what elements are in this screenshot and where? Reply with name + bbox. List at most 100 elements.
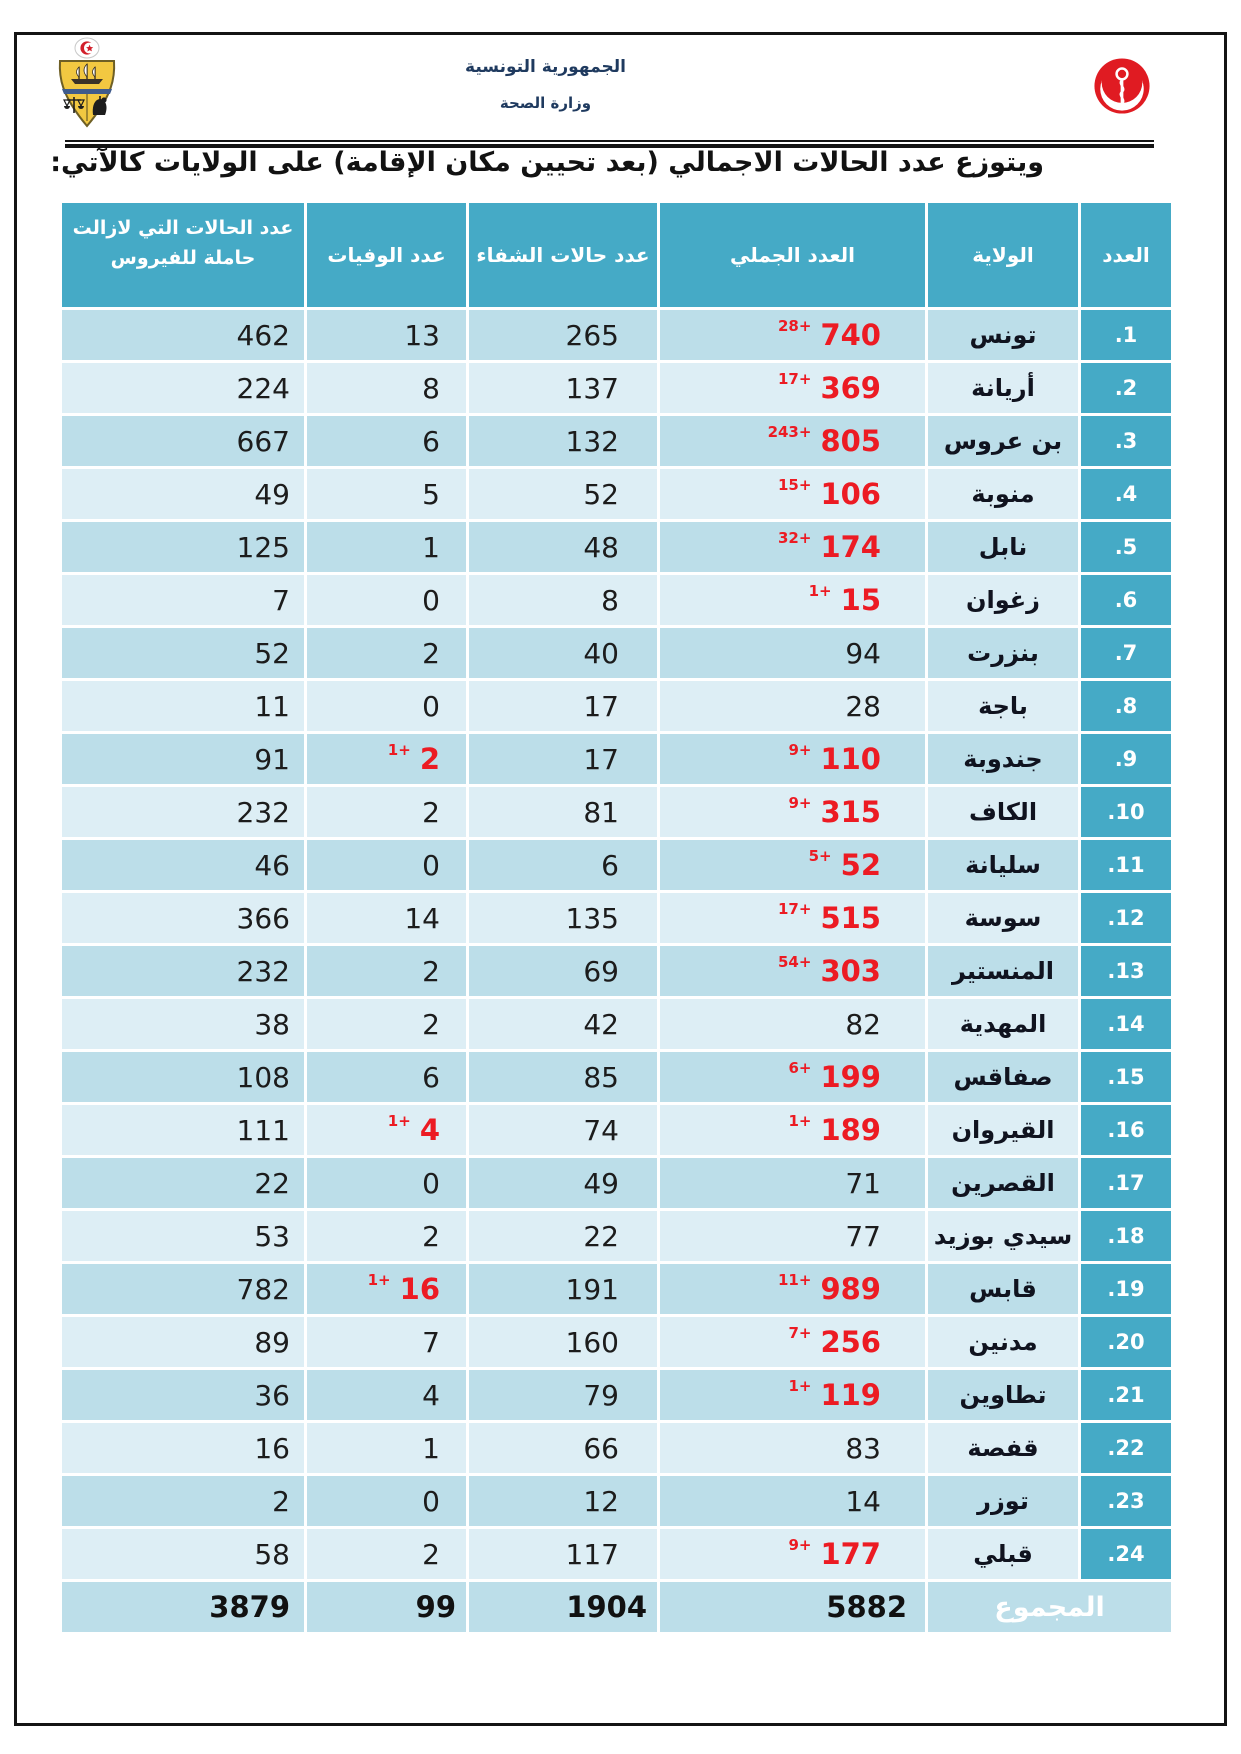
deaths-cell: 2 <box>307 999 466 1049</box>
total-cases-cell: 3159+ <box>660 787 925 837</box>
active-cases-cell: 7 <box>62 575 304 625</box>
recovered-cell: 42 <box>469 999 657 1049</box>
total-cases-cell: 74028+ <box>660 310 925 360</box>
active-cases-cell: 52 <box>62 628 304 678</box>
table-row: 15. صفاقس 1996+ 85 6 108 <box>62 1052 1171 1102</box>
total-cases-cell: 151+ <box>660 575 925 625</box>
daily-increment-badge: 9+ <box>788 794 812 812</box>
active-cases-cell: 36 <box>62 1370 304 1420</box>
governorate-name: باجة <box>928 681 1078 731</box>
header-recovered: عدد حالات الشفاء <box>469 203 657 307</box>
deaths-cell: 2 <box>307 1529 466 1579</box>
row-index: 2. <box>1081 363 1171 413</box>
deaths-cell: 13 <box>307 310 466 360</box>
header-wilaya: الولاية <box>928 203 1078 307</box>
governorate-name: منوبة <box>928 469 1078 519</box>
active-cases-cell: 89 <box>62 1317 304 1367</box>
governorate-name: الكاف <box>928 787 1078 837</box>
governorate-name: صفاقس <box>928 1052 1078 1102</box>
active-cases-cell: 111 <box>62 1105 304 1155</box>
daily-increment-badge: 9+ <box>788 1536 812 1554</box>
deaths-cell: 6 <box>307 416 466 466</box>
total-cases-cell: 1779+ <box>660 1529 925 1579</box>
daily-increment-badge: 15+ <box>778 476 812 494</box>
governorate-name: تونس <box>928 310 1078 360</box>
total-cases-cell: 10615+ <box>660 469 925 519</box>
row-index: 8. <box>1081 681 1171 731</box>
deaths-cell: 0 <box>307 575 466 625</box>
active-cases-cell: 11 <box>62 681 304 731</box>
table-row: 10. الكاف 3159+ 81 2 232 <box>62 787 1171 837</box>
total-cases-cell: 1891+ <box>660 1105 925 1155</box>
table-row: 12. سوسة 51517+ 135 14 366 <box>62 893 1171 943</box>
table-row: 24. قبلي 1779+ 117 2 58 <box>62 1529 1171 1579</box>
table-row: 11. سليانة 525+ 6 0 46 <box>62 840 1171 890</box>
governorate-name: زغوان <box>928 575 1078 625</box>
table-row: 6. زغوان 151+ 8 0 7 <box>62 575 1171 625</box>
header-index: العدد <box>1081 203 1171 307</box>
deaths-increment-badge: 1+ <box>387 741 411 759</box>
deaths-cell: 6 <box>307 1052 466 1102</box>
table-row: 14. المهدية 82 42 2 38 <box>62 999 1171 1049</box>
governorate-name: القصرين <box>928 1158 1078 1208</box>
total-cases-cell: 71 <box>660 1158 925 1208</box>
active-cases-cell: 58 <box>62 1529 304 1579</box>
active-cases-cell: 53 <box>62 1211 304 1261</box>
table-row: 17. القصرين 71 49 0 22 <box>62 1158 1171 1208</box>
republic-title: الجمهورية التونسية <box>465 57 626 77</box>
header-active-line1: عدد الحالات التي لازالت <box>72 217 294 239</box>
recovered-cell: 49 <box>469 1158 657 1208</box>
active-cases-cell: 91 <box>62 734 304 784</box>
totals-recovered: 1904 <box>469 1582 657 1632</box>
totals-label: المجموع <box>928 1582 1171 1632</box>
deaths-cell: 2 <box>307 1211 466 1261</box>
deaths-cell: 0 <box>307 1158 466 1208</box>
title-pre: ويتوزع عدد الحالات الاجمالي <box>658 147 1044 178</box>
governorate-name: جندوبة <box>928 734 1078 784</box>
deaths-cell: 8 <box>307 363 466 413</box>
governorate-name: قابس <box>928 1264 1078 1314</box>
total-cases-cell: 805243+ <box>660 416 925 466</box>
governorate-name: قفصة <box>928 1423 1078 1473</box>
table-row: 3. بن عروس 805243+ 132 6 667 <box>62 416 1171 466</box>
recovered-cell: 17 <box>469 681 657 731</box>
active-cases-cell: 782 <box>62 1264 304 1314</box>
active-cases-cell: 22 <box>62 1158 304 1208</box>
deaths-cell: 1 <box>307 522 466 572</box>
totals-active: 3879 <box>62 1582 304 1632</box>
daily-increment-badge: 6+ <box>788 1059 812 1077</box>
table-header-row: العدد الولاية العدد الجملي عدد حالات الش… <box>62 203 1171 307</box>
active-cases-cell: 49 <box>62 469 304 519</box>
total-cases-cell: 1191+ <box>660 1370 925 1420</box>
table-row: 5. نابل 17432+ 48 1 125 <box>62 522 1171 572</box>
total-cases-cell: 83 <box>660 1423 925 1473</box>
daily-increment-badge: 7+ <box>788 1324 812 1342</box>
table-row: 2. أريانة 36917+ 137 8 224 <box>62 363 1171 413</box>
total-cases-cell: 17432+ <box>660 522 925 572</box>
row-index: 9. <box>1081 734 1171 784</box>
governorate-name: توزر <box>928 1476 1078 1526</box>
deaths-cell: 41+ <box>307 1105 466 1155</box>
row-index: 4. <box>1081 469 1171 519</box>
row-index: 3. <box>1081 416 1171 466</box>
table-row: 16. القيروان 1891+ 74 41+ 111 <box>62 1105 1171 1155</box>
governorate-name: مدنين <box>928 1317 1078 1367</box>
recovered-cell: 66 <box>469 1423 657 1473</box>
daily-increment-badge: 28+ <box>778 317 812 335</box>
totals-row: المجموع 5882 1904 99 3879 <box>62 1582 1171 1632</box>
daily-increment-badge: 1+ <box>808 582 832 600</box>
total-cases-cell: 28 <box>660 681 925 731</box>
active-cases-cell: 16 <box>62 1423 304 1473</box>
recovered-cell: 265 <box>469 310 657 360</box>
deaths-increment-badge: 1+ <box>367 1271 391 1289</box>
table-body: 1. تونس 74028+ 265 13 462 2. أريانة 3691… <box>62 310 1171 1579</box>
row-index: 11. <box>1081 840 1171 890</box>
recovered-cell: 137 <box>469 363 657 413</box>
active-cases-cell: 224 <box>62 363 304 413</box>
row-index: 7. <box>1081 628 1171 678</box>
active-cases-cell: 125 <box>62 522 304 572</box>
table-row: 19. قابس 98911+ 191 161+ 782 <box>62 1264 1171 1314</box>
deaths-cell: 7 <box>307 1317 466 1367</box>
row-index: 19. <box>1081 1264 1171 1314</box>
